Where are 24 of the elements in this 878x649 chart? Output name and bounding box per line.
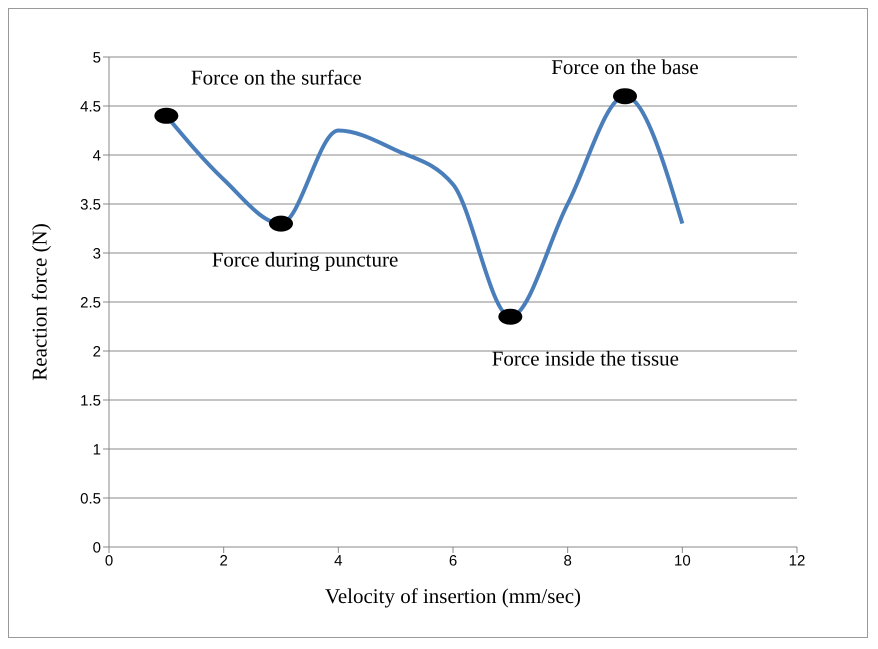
y-tick-label: 3 [92, 245, 101, 262]
y-tick-label: 1 [92, 441, 101, 458]
x-axis-title: Velocity of insertion (mm/sec) [324, 584, 582, 608]
y-tick-label: 4 [92, 147, 101, 164]
y-tick-label: 1.5 [80, 392, 101, 410]
x-tick-label: 10 [674, 552, 691, 570]
x-tick-label: 0 [104, 552, 114, 570]
x-tick-label: 12 [788, 552, 806, 570]
annotation: Force during puncture [212, 247, 398, 272]
annotation: Force inside the tissue [492, 346, 679, 371]
annotation: Force on the surface [190, 66, 362, 90]
y-axis-title: Reaction force (N) [27, 223, 52, 381]
x-tick-label: 2 [219, 552, 228, 570]
y-tick-label: 4.5 [80, 98, 101, 116]
x-tick-label: 8 [563, 552, 572, 570]
annotation: Force on the base [551, 55, 699, 80]
x-tick-label: 4 [334, 552, 343, 570]
y-tick-label: 2 [92, 343, 101, 360]
y-tick-label: 5 [92, 49, 101, 66]
y-tick-label: 0.5 [80, 490, 101, 508]
y-tick-label: 0 [92, 539, 101, 556]
y-tick-label: 2.5 [80, 294, 101, 312]
x-tick-label: 6 [448, 552, 458, 570]
y-tick-label: 3.5 [80, 196, 101, 214]
